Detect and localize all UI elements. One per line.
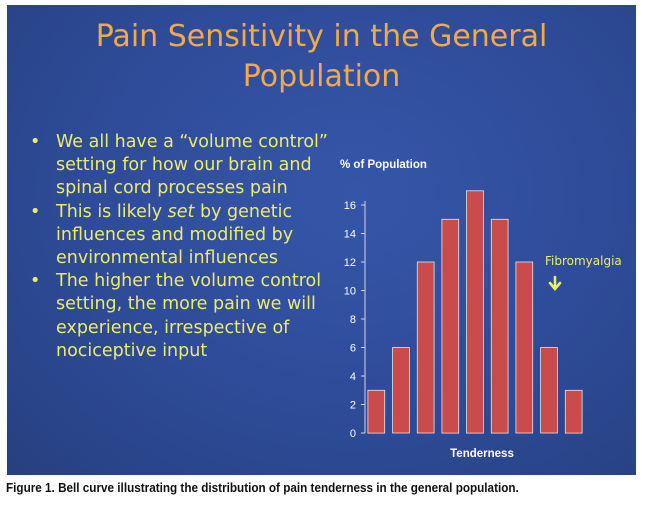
y-tick-label: 8	[350, 314, 356, 326]
y-tick-label: 2	[350, 400, 356, 412]
bar-9	[564, 389, 583, 434]
bars	[367, 190, 583, 434]
bullet-item: • We all have a “volume control” setting …	[27, 131, 332, 201]
bar-1	[367, 389, 386, 434]
annotation: Fibromyalgia	[545, 254, 622, 292]
y-axis-label: % of Population	[340, 159, 427, 171]
bullet-item: • The higher the volume control setting, …	[27, 270, 332, 363]
bullet-list: • We all have a “volume control” setting …	[27, 131, 332, 363]
bullet-item: • This is likely set by genetic influence…	[27, 201, 332, 271]
bullet-text: by genetic influences and modified by en…	[56, 201, 294, 269]
y-tick-label: 4	[350, 371, 356, 383]
bullet-dot: •	[30, 201, 41, 222]
bullet-text: This is likely	[56, 201, 168, 222]
fibromyalgia-label: Fibromyalgia	[545, 254, 622, 268]
y-axis: 0 2 4 6 8 10 12 14 16	[344, 200, 366, 440]
bullet-text: We all have a “volume control” setting f…	[56, 132, 328, 199]
figure-caption: Figure 1. Bell curve illustrating the di…	[6, 481, 519, 495]
slide: Pain Sensitivity in the General Populati…	[7, 5, 636, 475]
y-tick-label: 14	[344, 229, 356, 241]
y-tick-label: 6	[350, 343, 356, 355]
down-arrow-icon	[548, 275, 562, 292]
slide-title-line-2: Population	[242, 59, 401, 94]
bar-4	[441, 218, 460, 434]
y-tick-label: 10	[344, 286, 356, 298]
slide-title: Pain Sensitivity in the General Populati…	[7, 17, 636, 97]
y-tick-label: 0	[350, 428, 356, 440]
y-tick-label: 12	[344, 257, 356, 269]
bar-6	[490, 218, 509, 434]
bar-8	[540, 347, 558, 434]
bullet-dot: •	[30, 271, 41, 292]
bar-5	[466, 190, 484, 434]
bullet-emphasis: set	[167, 201, 195, 222]
slide-title-line-1: Pain Sensitivity in the General	[95, 19, 548, 54]
bullet-text: The higher the volume control setting, t…	[56, 271, 322, 361]
bar-7	[515, 261, 534, 434]
y-tick-label: 16	[344, 200, 356, 212]
bar-3	[416, 261, 435, 434]
bullet-dot: •	[30, 132, 41, 152]
bar-2	[392, 347, 410, 434]
x-axis-label: Tenderness	[450, 448, 514, 460]
tenderness-bar-chart: % of Population Tenderness 0 2 4 6 8 10 12 14 16…	[340, 159, 622, 460]
